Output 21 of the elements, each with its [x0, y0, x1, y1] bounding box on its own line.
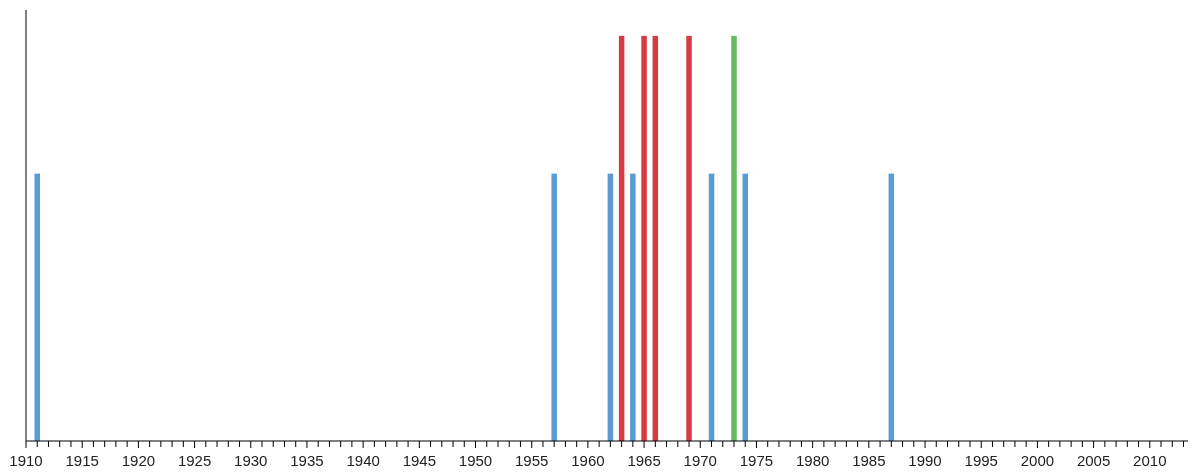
x-tick-label: 1935 [290, 452, 324, 469]
x-tick-label: 1980 [795, 452, 830, 469]
x-tick-label: 1930 [234, 452, 268, 469]
x-tick-label: 1955 [515, 452, 549, 469]
x-tick-label: 1950 [458, 452, 493, 469]
x-tick-label: 2010 [1133, 452, 1167, 469]
x-tick-label: 1925 [177, 452, 212, 469]
x-tick-label: 2000 [1020, 452, 1055, 469]
x-tick-label: 1945 [402, 452, 437, 469]
x-tick-label: 1965 [627, 452, 661, 469]
x-tick-label: 1960 [571, 452, 605, 469]
x-tick-label: 1920 [121, 452, 156, 469]
x-tick-label: 1940 [346, 452, 380, 469]
x-tick-label: 1915 [65, 452, 99, 469]
x-tick-label: 1990 [908, 452, 942, 469]
x-tick-label: 1985 [852, 452, 886, 469]
x-tick-label: 1970 [683, 452, 717, 469]
x-tick-label: 1910 [9, 452, 43, 469]
x-tick-label: 1995 [964, 452, 998, 469]
x-tick-label: 1975 [739, 452, 774, 469]
x-tick-label: 2005 [1076, 452, 1111, 469]
